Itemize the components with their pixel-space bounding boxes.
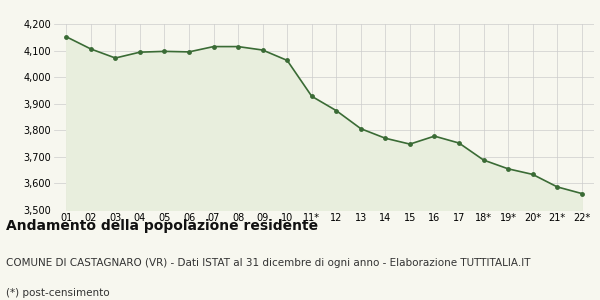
- Text: (*) post-censimento: (*) post-censimento: [6, 288, 110, 298]
- Text: COMUNE DI CASTAGNARO (VR) - Dati ISTAT al 31 dicembre di ogni anno - Elaborazion: COMUNE DI CASTAGNARO (VR) - Dati ISTAT a…: [6, 258, 530, 268]
- Text: Andamento della popolazione residente: Andamento della popolazione residente: [6, 219, 318, 233]
